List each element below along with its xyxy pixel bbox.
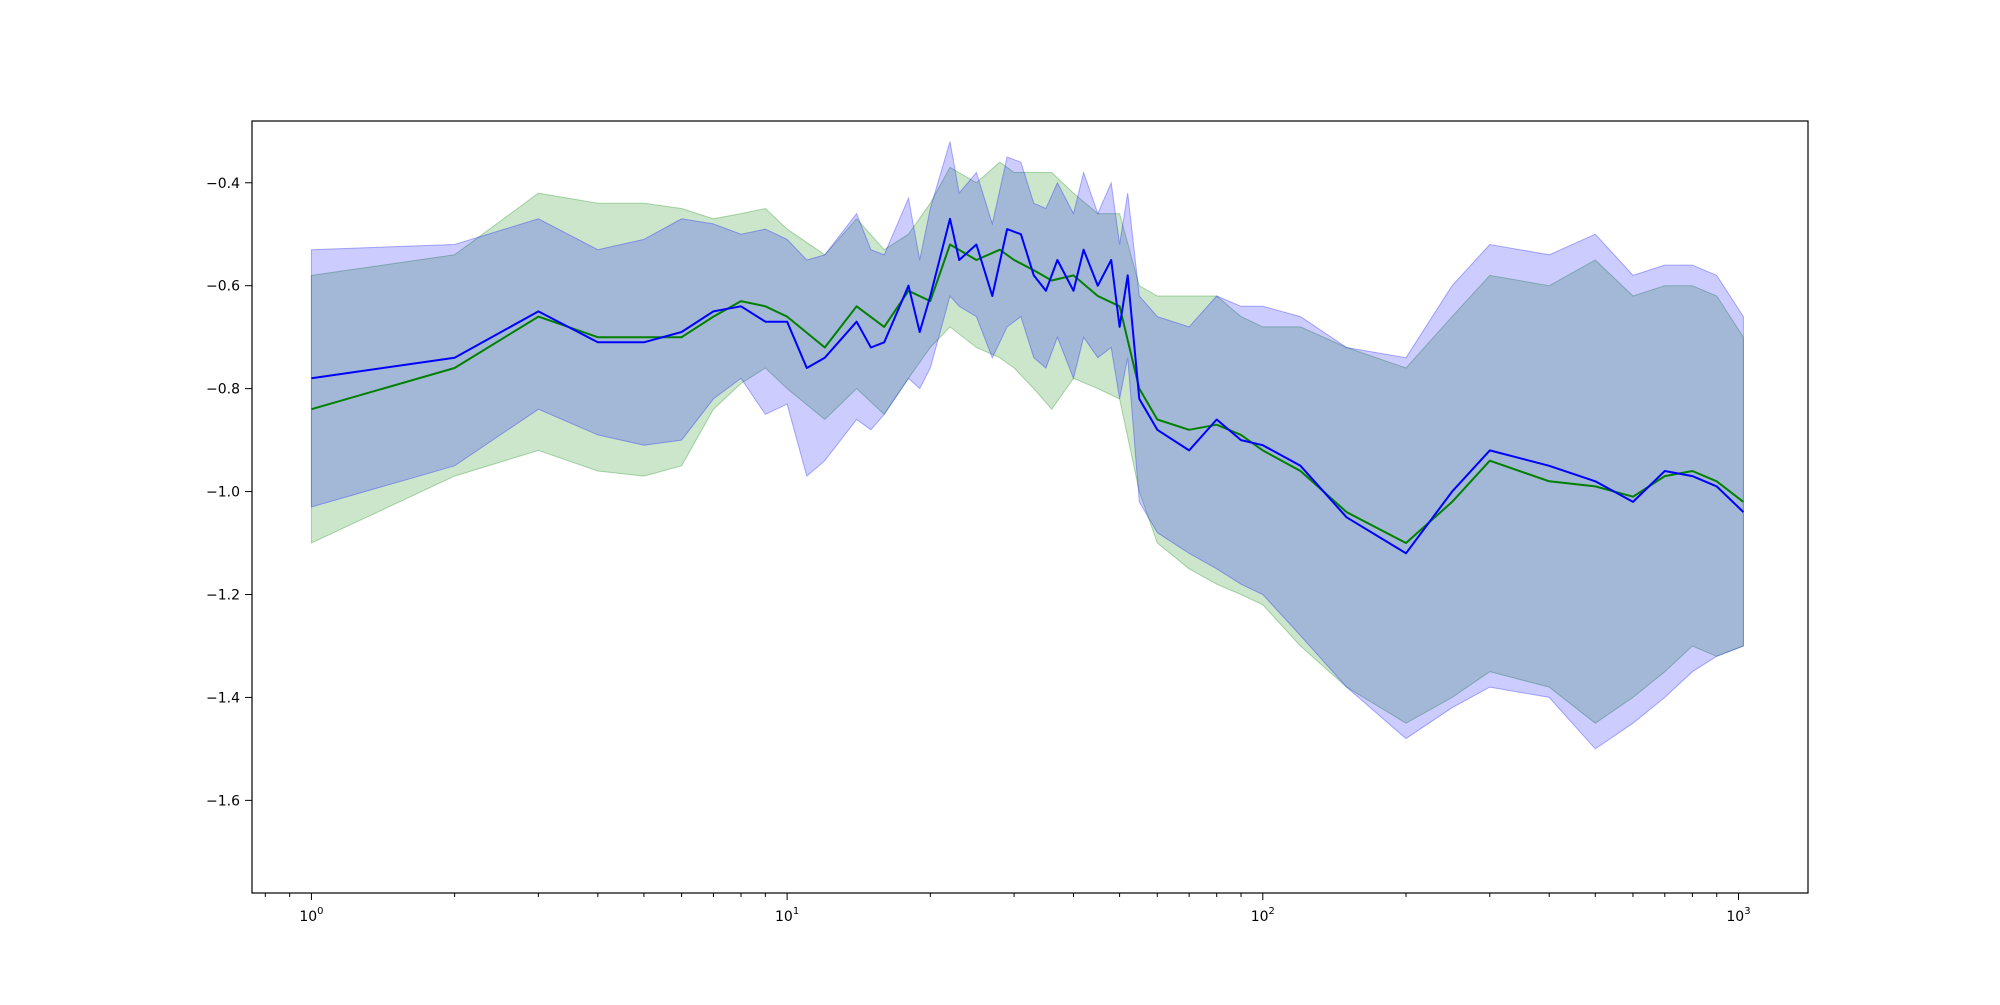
y-tick-label: −0.6 — [206, 279, 240, 295]
x-tick-label: 102 — [1251, 906, 1275, 925]
series-1-line — [311, 243, 1745, 544]
series-2-line — [311, 217, 1745, 555]
axes-frame — [251, 120, 1809, 894]
series-2-band — [310, 141, 1744, 750]
series-1-band — [310, 161, 1744, 724]
x-tick-label: 100 — [299, 906, 323, 925]
x-tick-label: 101 — [775, 906, 799, 925]
y-tick-label: −0.8 — [206, 382, 240, 398]
plot-area — [310, 141, 1745, 750]
y-tick-label: −1.0 — [206, 485, 240, 501]
x-tick-label: 103 — [1726, 906, 1750, 925]
y-tick-label: −1.4 — [206, 690, 240, 706]
y-tick-label: −0.4 — [206, 176, 240, 192]
y-axis: −0.4 −0.6 −0.8 −1.0 −1.2 −1.4 −1.6 — [206, 176, 252, 809]
y-tick-label: −1.6 — [206, 793, 240, 809]
y-tick-label: −1.2 — [206, 587, 240, 603]
x-axis: 100 101 102 103 — [264, 893, 1751, 925]
